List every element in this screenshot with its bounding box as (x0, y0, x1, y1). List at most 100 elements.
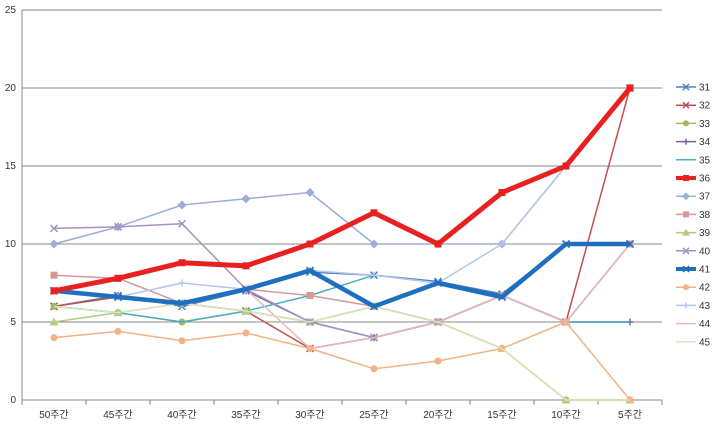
legend-label: 35 (699, 155, 711, 166)
data-point (498, 240, 506, 248)
legend-item-39: 39 (676, 228, 711, 239)
legend-label: 41 (699, 265, 711, 276)
legend-label: 33 (699, 119, 711, 130)
series-line-45 (53, 302, 630, 401)
data-point (683, 211, 689, 218)
data-point (177, 200, 187, 210)
series-33 (50, 302, 634, 404)
legend-item-40: 40 (676, 246, 711, 257)
data-point (50, 287, 58, 295)
legend-label: 40 (699, 246, 711, 257)
gridlines (22, 9, 662, 401)
data-point (178, 337, 186, 345)
data-point (49, 239, 59, 249)
data-point (625, 239, 635, 249)
legend-label: 31 (699, 83, 711, 94)
data-point (562, 162, 570, 170)
data-point (370, 365, 378, 373)
series-36 (50, 84, 634, 295)
data-point (305, 266, 315, 275)
series-line-43 (53, 87, 631, 298)
data-point (369, 302, 379, 311)
x-tick-label: 50주간 (39, 409, 69, 421)
y-tick-label: 25 (5, 5, 17, 16)
data-point (178, 259, 186, 267)
series-40 (49, 219, 635, 342)
legend-item-31: 31 (676, 83, 711, 94)
series-42 (50, 318, 634, 404)
data-point (114, 327, 122, 335)
series-line-33 (53, 305, 630, 401)
data-point (433, 278, 443, 288)
x-tick-label: 20주간 (423, 409, 453, 421)
data-point (370, 209, 378, 217)
series-38 (50, 240, 634, 326)
legend-item-38: 38 (676, 210, 711, 221)
x-tick-label: 35주간 (231, 409, 261, 421)
data-point (682, 265, 690, 273)
x-tick-label: 45주간 (103, 409, 133, 421)
data-point (113, 222, 123, 231)
y-tick-label: 15 (5, 161, 17, 172)
data-point (683, 175, 689, 181)
data-point (683, 302, 689, 309)
legend-label: 32 (699, 101, 711, 112)
data-point (306, 291, 314, 299)
data-point (241, 285, 251, 294)
x-tick-label: 40주간 (167, 409, 197, 421)
y-tick-label: 5 (10, 317, 16, 328)
legend-label: 36 (699, 174, 711, 185)
y-tick-label: 10 (5, 239, 17, 250)
data-point (498, 189, 506, 197)
legend-item-36: 36 (676, 174, 711, 185)
y-tick-label: 0 (10, 395, 16, 406)
x-tick-label: 5주간 (618, 409, 642, 421)
legend-item-32: 32 (676, 101, 711, 112)
legend-label: 37 (699, 192, 711, 203)
data-point (561, 239, 571, 249)
data-point (626, 84, 634, 92)
data-point (682, 83, 690, 91)
data-point (114, 274, 122, 282)
legend-label: 34 (699, 137, 711, 148)
y-axis: 0 5 10 15 20 25 (5, 5, 23, 406)
legend-label: 43 (699, 301, 711, 312)
legend-item-44: 44 (676, 319, 711, 330)
legend-label: 45 (699, 337, 711, 348)
series-line-40 (53, 222, 631, 339)
legend-label: 42 (699, 283, 711, 294)
y-tick-label: 20 (5, 83, 17, 94)
data-point (49, 317, 59, 326)
data-point (682, 101, 690, 109)
data-point (497, 293, 507, 302)
data-point (50, 271, 58, 279)
data-point (682, 192, 690, 201)
legend-item-37: 37 (676, 192, 711, 203)
data-point (683, 284, 689, 291)
x-tick-label: 10주간 (551, 409, 581, 421)
legend-item-43: 43 (676, 301, 711, 312)
legend-item-42: 42 (676, 283, 711, 294)
data-point (434, 240, 442, 248)
series-line-39 (53, 302, 630, 401)
data-point (682, 228, 690, 236)
data-point (177, 219, 187, 228)
legend-item-41: 41 (676, 265, 711, 276)
legend-label: 39 (699, 228, 711, 239)
data-point (241, 194, 251, 204)
series-43 (50, 84, 634, 301)
data-point (177, 299, 187, 308)
series-45 (53, 302, 630, 401)
legend-item-35: 35 (676, 155, 711, 166)
data-point (113, 293, 123, 302)
data-point (305, 188, 315, 198)
data-point (242, 329, 250, 337)
data-point (242, 262, 250, 270)
data-point (49, 224, 59, 233)
series-line-41 (53, 241, 630, 309)
legend-item-33: 33 (676, 119, 711, 130)
data-point (683, 138, 689, 145)
x-tick-label: 15주간 (487, 409, 517, 421)
series-line-38 (53, 243, 631, 323)
legend-item-34: 34 (676, 137, 711, 148)
